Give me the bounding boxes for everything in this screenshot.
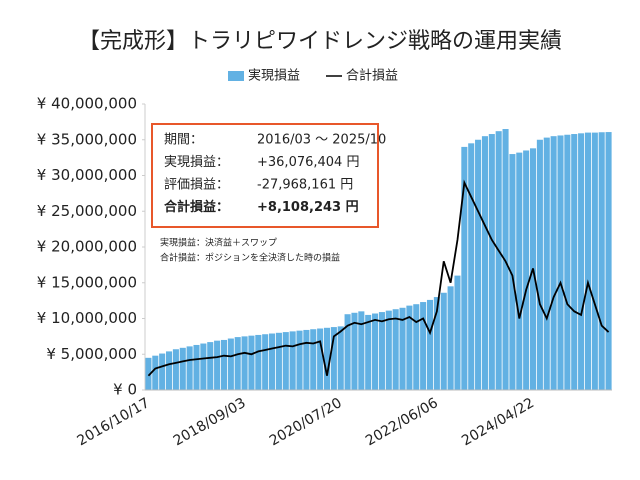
- bar: [509, 154, 516, 390]
- bar: [454, 275, 461, 390]
- x-tick-label: 2020/07/20: [267, 395, 345, 449]
- y-tick-label: ¥ 0: [113, 381, 137, 399]
- bar: [152, 355, 159, 390]
- bar: [481, 136, 488, 390]
- legend-swatch: [228, 71, 244, 81]
- bar: [605, 132, 612, 390]
- bar: [234, 337, 241, 390]
- bar: [255, 334, 262, 390]
- bar: [392, 309, 399, 390]
- bar: [578, 133, 585, 390]
- bar: [310, 329, 317, 390]
- x-tick-label: 2024/04/22: [459, 395, 537, 449]
- y-tick-label: ¥ 15,000,000: [37, 273, 137, 291]
- bar: [186, 346, 193, 390]
- summary-value: +8,108,243 円: [257, 200, 359, 215]
- bar: [248, 335, 255, 390]
- bar: [365, 314, 372, 390]
- bar: [275, 332, 282, 390]
- bar: [214, 340, 221, 390]
- bar: [172, 349, 179, 390]
- y-tick-label: ¥ 40,000,000: [37, 95, 137, 113]
- bar: [358, 311, 365, 390]
- legend-label: 合計損益: [346, 68, 398, 84]
- bar: [145, 357, 152, 390]
- summary-label: 期間：: [164, 133, 203, 148]
- note: 合計損益：ポジションを全決済した時の損益: [160, 252, 340, 264]
- summary-label: 評価損益：: [164, 178, 229, 193]
- y-tick-label: ¥ 35,000,000: [37, 130, 137, 148]
- bar: [564, 134, 571, 390]
- bar: [159, 353, 166, 390]
- bar: [296, 330, 303, 390]
- bar: [406, 305, 413, 390]
- bar: [468, 143, 475, 390]
- bar: [166, 351, 173, 390]
- bar: [337, 326, 344, 390]
- bar: [495, 131, 502, 391]
- bar: [372, 313, 379, 390]
- bar: [323, 327, 331, 390]
- bar: [420, 302, 427, 390]
- bar: [550, 136, 557, 390]
- bar: [227, 338, 234, 390]
- bar: [193, 344, 200, 390]
- chart-title: 【完成形】トラリピワイドレンジ戦略の運用実績: [78, 29, 562, 54]
- y-tick-label: ¥ 20,000,000: [37, 238, 137, 256]
- bar: [433, 297, 440, 390]
- bar: [289, 331, 296, 390]
- bar: [262, 334, 269, 390]
- bar: [220, 339, 228, 390]
- bar: [543, 137, 550, 390]
- bar: [303, 329, 310, 390]
- bar: [207, 342, 214, 390]
- bar: [591, 132, 598, 390]
- bar: [344, 314, 351, 390]
- bar: [440, 292, 447, 390]
- y-tick-label: ¥ 25,000,000: [37, 202, 137, 220]
- bar: [413, 304, 420, 390]
- bar: [536, 139, 543, 390]
- bar: [516, 152, 523, 390]
- y-tick-label: ¥ 10,000,000: [37, 309, 137, 327]
- bar: [317, 328, 324, 390]
- note: 実現損益：決済益＋スワップ: [160, 237, 277, 249]
- summary-box: [151, 123, 379, 228]
- bar: [282, 332, 289, 390]
- bar: [351, 312, 358, 390]
- bar: [179, 347, 186, 390]
- bar: [584, 132, 591, 390]
- x-tick-label: 2022/06/06: [363, 395, 441, 449]
- x-tick-label: 2016/10/17: [75, 395, 153, 449]
- summary-value: -27,968,161 円: [257, 178, 353, 193]
- summary-value: +36,076,404 円: [257, 155, 359, 170]
- bar: [269, 333, 276, 390]
- line: [147, 179, 610, 377]
- summary-label: 実現損益：: [164, 154, 229, 170]
- y-tick-label: ¥ 30,000,000: [37, 166, 137, 184]
- bar: [475, 139, 482, 390]
- bar: [502, 129, 509, 390]
- bar: [330, 327, 337, 390]
- legend-label: 実現損益: [248, 68, 300, 84]
- bar: [241, 336, 248, 390]
- summary-value: 2016/03 ～ 2025/10: [257, 133, 386, 148]
- bar: [488, 134, 495, 390]
- bar: [200, 343, 207, 390]
- bar: [426, 299, 434, 390]
- bar: [571, 134, 578, 390]
- bar: [378, 312, 385, 390]
- bar: [598, 132, 605, 390]
- bar: [523, 150, 530, 390]
- bar: [461, 146, 468, 390]
- summary-label: 合計損益：: [164, 199, 229, 215]
- y-tick-label: ¥ 5,000,000: [46, 345, 137, 363]
- bar: [399, 307, 406, 390]
- bar: [385, 310, 392, 390]
- bar: [447, 286, 454, 390]
- bar: [557, 135, 564, 390]
- x-tick-label: 2018/09/03: [171, 395, 249, 449]
